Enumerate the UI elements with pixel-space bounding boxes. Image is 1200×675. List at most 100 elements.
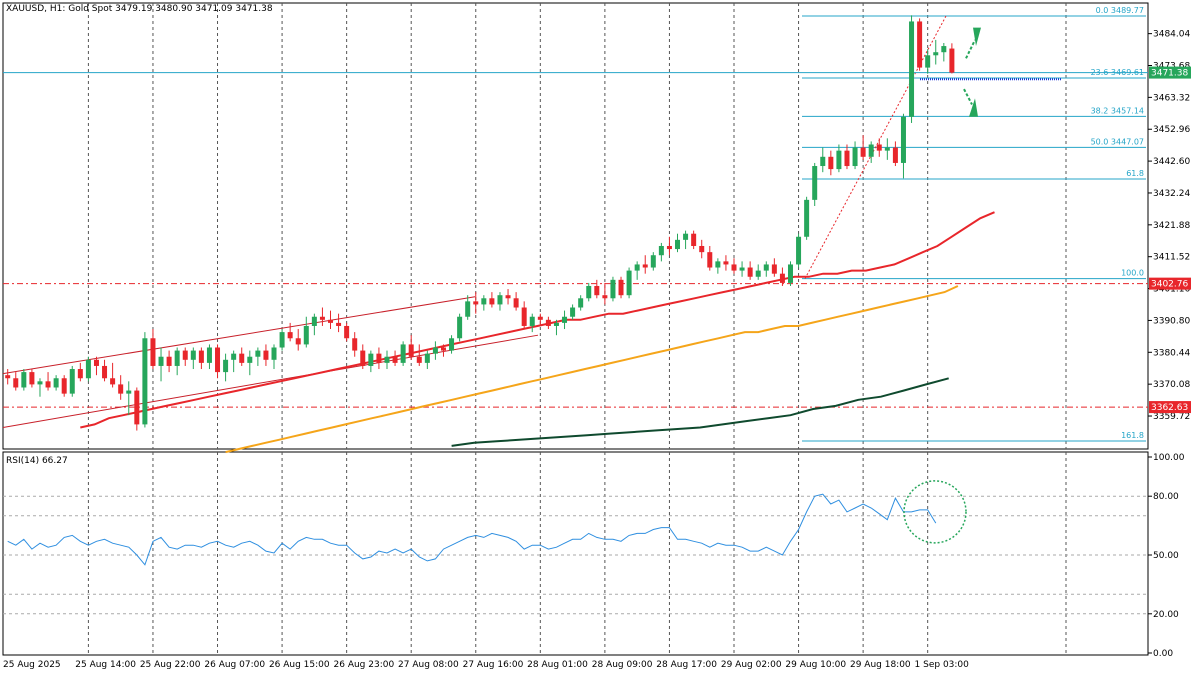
time-tick-label: 28 Aug 17:00 bbox=[656, 660, 717, 670]
rsi-header: RSI(14) 66.27 bbox=[6, 456, 68, 466]
candle-body bbox=[70, 369, 75, 394]
candle-body bbox=[473, 301, 478, 304]
candle-body bbox=[441, 347, 446, 350]
candle-body bbox=[46, 381, 51, 387]
price-tick-label: 3370.08 bbox=[1153, 380, 1190, 390]
candle-body bbox=[336, 323, 341, 326]
candle-body bbox=[812, 166, 817, 200]
candle-body bbox=[384, 357, 389, 363]
time-tick-label: 25 Aug 14:00 bbox=[75, 660, 136, 670]
candle-body bbox=[885, 148, 890, 151]
candle-body bbox=[457, 317, 462, 339]
fib-level-label: 100.0 bbox=[1121, 269, 1144, 278]
candle-body bbox=[643, 264, 648, 267]
candle-body bbox=[909, 21, 914, 116]
candle-body bbox=[546, 320, 551, 326]
candle-body bbox=[110, 378, 115, 384]
candle-body bbox=[118, 384, 123, 393]
time-tick-label: 25 Aug 22:00 bbox=[140, 660, 201, 670]
time-tick-label: 25 Aug 2025 bbox=[3, 660, 61, 670]
candle-body bbox=[94, 360, 99, 366]
candle-body bbox=[54, 378, 59, 387]
candle-body bbox=[562, 317, 567, 323]
candle-body bbox=[150, 338, 155, 366]
price-tick-label: 3421.88 bbox=[1153, 221, 1190, 231]
price-tick-label: 3452.96 bbox=[1153, 125, 1190, 135]
ma-slow-line bbox=[452, 378, 949, 446]
candle-body bbox=[554, 323, 559, 326]
rsi-panel bbox=[3, 481, 1148, 614]
candle-body bbox=[836, 151, 841, 169]
candle-body bbox=[594, 286, 599, 295]
price-tick-label: 3484.04 bbox=[1153, 30, 1190, 40]
price-tick-label: 3432.24 bbox=[1153, 189, 1190, 199]
candle-body bbox=[102, 366, 107, 378]
candle-body bbox=[651, 255, 656, 267]
moving-averages bbox=[80, 212, 994, 452]
candle-body bbox=[522, 308, 527, 326]
candle-body bbox=[288, 332, 293, 338]
chart-canvas: 0.0 3489.7723.6 3469.6138.2 3457.1450.0 … bbox=[0, 0, 1200, 675]
candle-body bbox=[715, 261, 720, 267]
candle-body bbox=[207, 347, 212, 362]
candle-body bbox=[635, 264, 640, 270]
candle-body bbox=[368, 354, 373, 366]
price-tick-label: 3380.44 bbox=[1153, 348, 1190, 358]
candle-body bbox=[167, 357, 172, 366]
candle-body bbox=[740, 268, 745, 271]
candle-body bbox=[320, 317, 325, 320]
time-tick-label: 29 Aug 10:00 bbox=[785, 660, 846, 670]
candle-body bbox=[191, 351, 196, 360]
candle-body bbox=[675, 240, 680, 249]
rsi-tick-label: 20.00 bbox=[1153, 610, 1179, 620]
channel-lower-line bbox=[3, 335, 538, 427]
candle-body bbox=[417, 357, 422, 363]
rsi-line bbox=[8, 494, 936, 565]
candle-body bbox=[304, 326, 309, 344]
candle-body bbox=[941, 46, 946, 52]
candle-body bbox=[627, 271, 632, 296]
candle-body bbox=[853, 148, 858, 166]
time-tick-label: 1 Sep 03:00 bbox=[915, 660, 970, 670]
candle-body bbox=[707, 252, 712, 267]
time-tick-label: 28 Aug 09:00 bbox=[592, 660, 653, 670]
time-tick-label: 26 Aug 07:00 bbox=[204, 660, 265, 670]
price-channel[interactable] bbox=[3, 297, 538, 428]
candle-body bbox=[481, 298, 486, 304]
candle-body bbox=[425, 354, 430, 363]
fib-level-label: 61.8 bbox=[1126, 169, 1144, 178]
candle-body bbox=[29, 372, 34, 384]
candle-body bbox=[199, 351, 204, 363]
candle-body bbox=[497, 295, 502, 304]
rsi-tick-label: 100.00 bbox=[1153, 453, 1185, 463]
candle-body bbox=[142, 338, 147, 424]
candle-body bbox=[748, 268, 753, 277]
fib-level-label: 161.8 bbox=[1121, 431, 1144, 440]
candle-body bbox=[247, 357, 252, 363]
candle-body bbox=[804, 200, 809, 237]
main-panel-frame bbox=[3, 3, 1148, 449]
candle-body bbox=[134, 391, 139, 425]
candle-body bbox=[86, 360, 91, 378]
candle-body bbox=[263, 351, 268, 360]
candle-body bbox=[586, 286, 591, 298]
candle-body bbox=[933, 52, 938, 55]
candle-body bbox=[78, 369, 83, 378]
time-tick-label: 26 Aug 23:00 bbox=[334, 660, 395, 670]
candle-body bbox=[360, 351, 365, 366]
price-tick-label: 3359.72 bbox=[1153, 412, 1190, 422]
candle-body bbox=[844, 151, 849, 166]
candle-body bbox=[376, 354, 381, 363]
time-tick-label: 29 Aug 02:00 bbox=[721, 660, 782, 670]
grid bbox=[3, 3, 1148, 655]
candle-body bbox=[328, 320, 333, 323]
candle-body bbox=[756, 271, 761, 277]
time-tick-label: 27 Aug 16:00 bbox=[463, 660, 524, 670]
candle-body bbox=[893, 148, 898, 163]
level-price-tag-label: 3402.76 bbox=[1151, 280, 1188, 290]
candle-body bbox=[37, 381, 42, 384]
candle-body bbox=[159, 357, 164, 366]
candle-body bbox=[272, 347, 277, 359]
candle-body bbox=[215, 347, 220, 372]
